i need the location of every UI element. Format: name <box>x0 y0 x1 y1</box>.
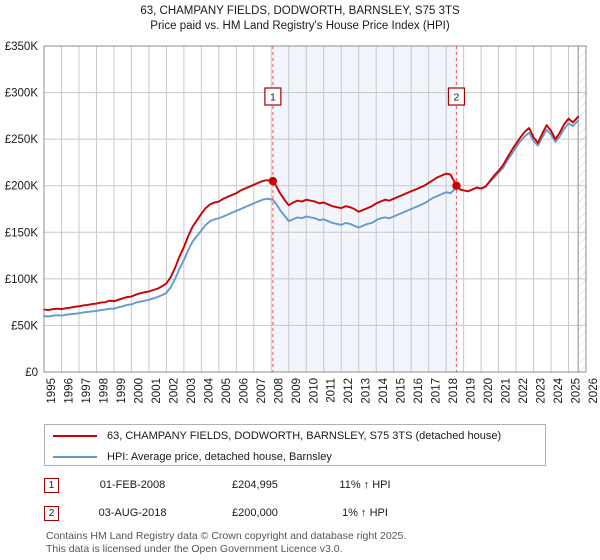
page-title: 63, CHAMPANY FIELDS, DODWORTH, BARNSLEY,… <box>0 4 600 34</box>
x-axis-tick-label: 2025 <box>571 378 583 404</box>
x-axis-tick-label: 2003 <box>186 378 198 404</box>
annotation-badge-1[interactable] <box>264 87 282 106</box>
price-paid-line <box>43 115 580 312</box>
x-axis-tick-label: 2016 <box>413 378 425 404</box>
transaction-date-1: 01-FEB-2008 <box>99 479 166 491</box>
x-axis-tick-label: 2015 <box>396 378 408 404</box>
y-axis-tick-label: £350K <box>5 41 39 53</box>
chart-legend: 63, CHAMPANY FIELDS, DODWORTH, BARNSLEY,… <box>44 424 546 466</box>
x-axis-tick-label: 2021 <box>501 378 513 404</box>
legend-swatch-price-paid <box>53 434 97 437</box>
x-axis-tick-label: 2005 <box>221 378 233 404</box>
transaction-delta-1: 11% ↑ HPI <box>339 479 391 491</box>
x-axis-tick-label: 2012 <box>343 378 355 404</box>
footer-line-1: Contains HM Land Registry data © Crown c… <box>46 530 407 542</box>
transaction-price-2: £200,000 <box>232 507 278 519</box>
x-axis-tick-label: 2009 <box>291 378 303 404</box>
transaction-badge-2: 2 <box>44 505 59 521</box>
title-line-2: Price paid vs. HM Land Registry's House … <box>150 20 450 32</box>
x-axis-tick-label: 2022 <box>518 378 530 404</box>
transaction-price-1: £204,995 <box>232 479 278 491</box>
transaction-badge-1: 1 <box>44 477 59 493</box>
plot-border <box>43 45 587 373</box>
y-axis-tick-label: £50K <box>11 320 38 332</box>
x-axis-tick-label: 2007 <box>256 378 268 404</box>
x-axis-tick-label: 2013 <box>361 378 373 404</box>
x-axis-tick-label: 2002 <box>168 378 180 404</box>
annotation-badge-label-2: 2 <box>454 92 460 104</box>
legend-swatch-hpi <box>53 455 97 458</box>
y-axis-tick-label: £200K <box>5 181 39 193</box>
x-axis-tick-label: 2024 <box>553 377 565 403</box>
annotation-point-2 <box>452 181 461 190</box>
x-axis-tick-label: 1995 <box>46 378 58 404</box>
x-axis-tick-label: 1999 <box>116 378 128 404</box>
title-line-1: 63, CHAMPANY FIELDS, DODWORTH, BARNSLEY,… <box>140 5 460 17</box>
annotation-point-1 <box>268 176 278 186</box>
y-axis-tick-label: £250K <box>5 134 39 146</box>
x-axis-tick-label: 1997 <box>81 378 93 404</box>
x-axis-tick-label: 2006 <box>238 378 250 404</box>
x-axis-tick-label: 2017 <box>431 378 443 404</box>
chart-plot-area: £0 £50K £100K £150K £200K £250K £300K £350K 1995… <box>5 41 600 404</box>
legend-label-price-paid: 63, CHAMPANY FIELDS, DODWORTH, BARNSLEY,… <box>107 429 502 442</box>
x-axis-tick-label: 2020 <box>483 378 495 404</box>
x-axis-tick-label: 2011 <box>326 378 338 403</box>
transaction-date-2: 03-AUG-2018 <box>98 507 167 519</box>
x-axis-tick-label: 2000 <box>133 378 145 404</box>
transaction-row-2: 2 03-AUG-2018 £200,000 1% ↑ HPI <box>44 502 420 524</box>
y-axis-tick-label: £150K <box>5 227 39 239</box>
annotation-badge-2[interactable] <box>447 87 466 106</box>
x-axis-tick-label: 2008 <box>273 378 285 404</box>
future-hatched-region <box>578 46 586 372</box>
legend-item-price-paid: 63, CHAMPANY FIELDS, DODWORTH, BARNSLEY,… <box>45 425 545 446</box>
x-axis-tick-label: 2019 <box>466 378 478 404</box>
x-axis-tick-label: 2010 <box>308 378 320 404</box>
x-axis-tick-label: 2023 <box>536 378 548 404</box>
footer-line-2: This data is licensed under the Open Gov… <box>46 542 343 555</box>
y-axis-tick-label: £0 <box>25 367 38 379</box>
x-axis-tick-label: 2018 <box>448 378 460 404</box>
x-axis-tick-label: 2014 <box>378 377 390 403</box>
x-axis-tick-label: 2004 <box>203 377 215 403</box>
y-axis-tick-label: £300K <box>5 88 39 100</box>
x-axis-tick-label: 2001 <box>151 378 163 404</box>
legend-item-hpi: HPI: Average price, detached house, Barn… <box>45 446 545 467</box>
x-axis-tick-label: 2026 <box>588 378 600 404</box>
transaction-row-1: 1 01-FEB-2008 £204,995 11% ↑ HPI <box>44 474 420 496</box>
x-axis-tick-label: 1996 <box>63 378 75 404</box>
footer-attribution: Contains HM Land Registry data © Crown c… <box>46 530 586 555</box>
y-axis-tick-label: £100K <box>5 274 39 286</box>
transaction-delta-2: 1% ↑ HPI <box>342 507 388 519</box>
annotation-badge-label-1: 1 <box>270 92 276 104</box>
x-axis-tick-label: 1998 <box>98 378 110 404</box>
legend-label-hpi: HPI: Average price, detached house, Barn… <box>107 450 332 463</box>
